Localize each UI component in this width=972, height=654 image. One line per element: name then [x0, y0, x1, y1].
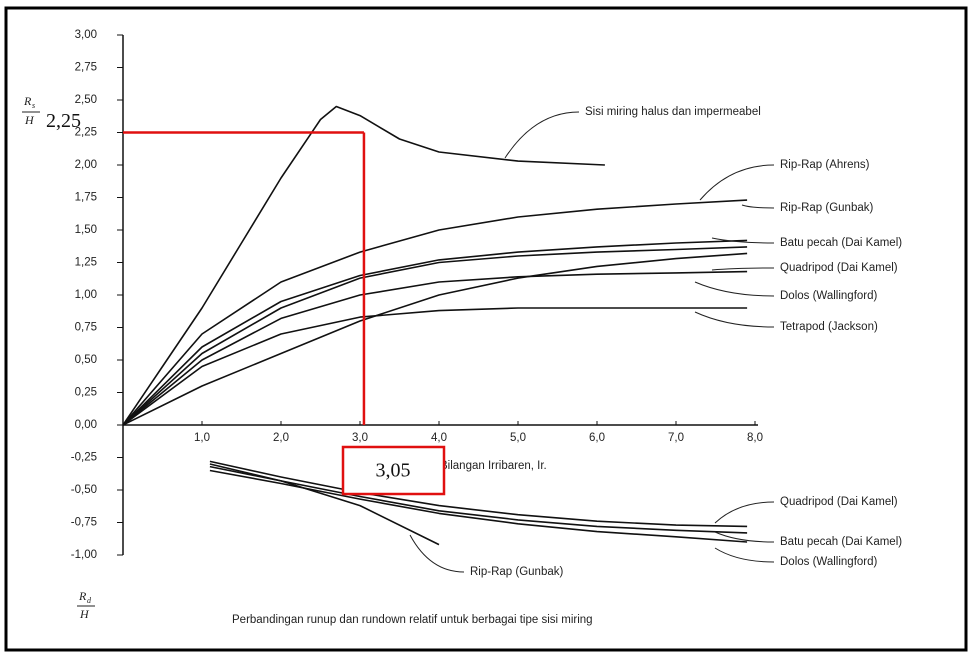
series-label: Tetrapod (Jackson) — [780, 321, 878, 333]
y-tick-label: 2,75 — [75, 62, 97, 74]
y2-label-denominator: H — [79, 607, 90, 621]
y2-label-numerator: R — [78, 589, 87, 603]
y-tick-label: 1,50 — [75, 224, 97, 236]
x-tick-label: 6,0 — [589, 432, 605, 444]
x-tick-label: 4,0 — [431, 432, 447, 444]
leader-line — [741, 204, 775, 209]
x-tick-label: 7,0 — [668, 432, 684, 444]
y-tick-label: 2,50 — [75, 94, 97, 106]
y-tick-label: 2,25 — [75, 127, 97, 139]
y-tick-label: 1,00 — [75, 289, 97, 301]
y-tick-label: -0,75 — [71, 517, 97, 529]
y-tick-label: 0,25 — [75, 387, 97, 399]
y-tick-label: 0,50 — [75, 354, 97, 366]
leader-line — [711, 267, 775, 271]
series-line — [209, 465, 748, 534]
series-label: Batu pecah (Dai Kamel) — [780, 536, 902, 548]
series-line — [122, 246, 748, 426]
series-label: Rip-Rap (Gunbak) — [470, 566, 563, 578]
x-tick-label: 3,0 — [352, 432, 368, 444]
series-line — [122, 105, 605, 426]
y-tick-label: 0,00 — [75, 419, 97, 431]
leader-line — [694, 281, 775, 297]
leader-line — [409, 534, 465, 573]
y-tick-label: -0,50 — [71, 484, 97, 496]
y-tick-label: 3,00 — [75, 29, 97, 41]
leader-line — [699, 164, 775, 201]
series-line — [122, 252, 748, 426]
leader-line — [694, 311, 775, 328]
y-label-denominator: H — [24, 113, 35, 127]
y2-label-subscript: d — [87, 596, 92, 605]
y-tick-label: 1,25 — [75, 257, 97, 269]
leader-line — [714, 531, 775, 543]
x-tick-label: 2,0 — [273, 432, 289, 444]
annotation-box — [341, 445, 446, 496]
annotation-y-label: 2,25 — [46, 110, 81, 132]
series-label: Batu pecah (Dai Kamel) — [780, 237, 902, 249]
x-tick-label: 8,0 — [747, 432, 763, 444]
series-line — [209, 463, 440, 546]
series-line — [122, 199, 748, 426]
series-label: Dolos (Wallingford) — [780, 290, 878, 302]
y-tick-label: 1,75 — [75, 192, 97, 204]
series-line — [209, 460, 748, 528]
series-label: Dolos (Wallingford) — [780, 556, 878, 568]
series-line — [122, 270, 748, 426]
series-line — [122, 239, 748, 426]
leader-line — [711, 237, 775, 244]
y-label-numerator: R — [23, 94, 32, 108]
x-tick-label: 1,0 — [194, 432, 210, 444]
y-tick-label: -1,00 — [71, 549, 97, 561]
annotation-x-label: 3,05 — [376, 460, 411, 482]
leader-line — [714, 501, 775, 524]
y-tick-label: -0,25 — [71, 452, 97, 464]
y-tick-label: 0,75 — [75, 322, 97, 334]
series-label: Quadripod (Dai Kamel) — [780, 262, 898, 274]
series-line — [209, 469, 748, 543]
x-axis-label: Bilangan Irribaren, Ir. — [440, 460, 547, 472]
series-label: Rip-Rap (Ahrens) — [780, 159, 870, 171]
y-tick-label: 2,00 — [75, 159, 97, 171]
caption: Perbandingan runup dan rundown relatif u… — [232, 614, 593, 626]
y-label-subscript: s — [32, 101, 35, 110]
series-label: Rip-Rap (Gunbak) — [780, 202, 873, 214]
x-tick-label: 5,0 — [510, 432, 526, 444]
leader-line — [504, 111, 580, 159]
series-label: Quadripod (Dai Kamel) — [780, 496, 898, 508]
series-line — [122, 307, 748, 426]
frame — [4, 6, 968, 652]
series-label: Sisi miring halus dan impermeabel — [585, 106, 761, 118]
leader-line — [714, 547, 775, 563]
